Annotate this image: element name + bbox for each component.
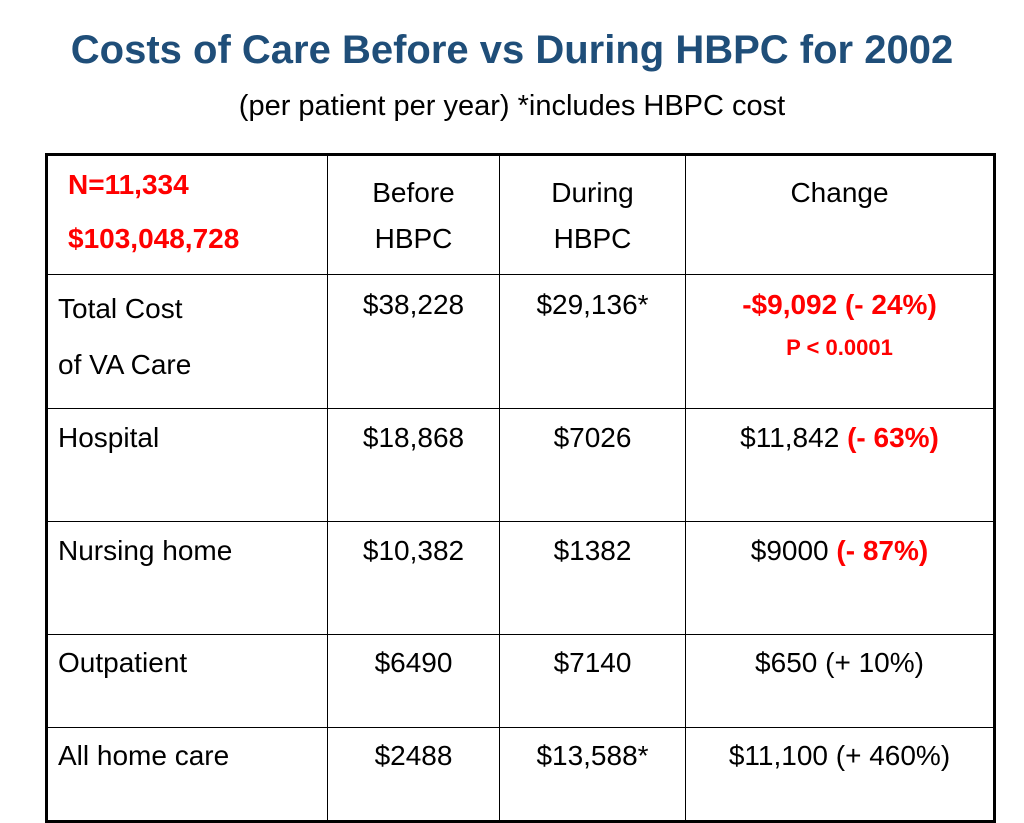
change-amount: $11,842 [740,422,840,453]
cell-before: $6490 [327,634,500,728]
cell-before: $2488 [327,727,500,822]
cell-during: $7026 [499,408,686,522]
p-value: P < 0.0001 [786,335,893,360]
row-label: Outpatient [46,634,328,728]
table-row: Total Cost of VA Care $38,228 $29,136* -… [46,274,995,409]
cell-during: $29,136* [499,274,686,409]
table-row: Hospital $18,868 $7026 $11,842 (- 63%) [46,408,995,522]
slide-title: Costs of Care Before vs During HBPC for … [70,28,954,72]
cell-change: -$9,092 (- 24%) P < 0.0001 [685,274,995,409]
cell-change: $9000 (- 87%) [685,521,995,635]
table-row: All home care $2488 $13,588* $11,100 (+ … [46,727,995,822]
table-header-row: N=11,334 $103,048,728 Before HBPC During… [46,154,995,275]
change-percent: (- 87%) [836,535,929,566]
change-amount: -$9,092 [742,289,838,320]
row-label: Total Cost of VA Care [46,274,328,409]
row-label: Nursing home [46,521,328,635]
cell-during: $7140 [499,634,686,728]
corner-cell: N=11,334 $103,048,728 [46,154,328,275]
cell-during: $13,588* [499,727,686,822]
total-cost: $103,048,728 [68,223,240,254]
header-change: Change [685,154,995,275]
cell-before: $38,228 [327,274,500,409]
cell-change: $11,842 (- 63%) [685,408,995,522]
row-label: Hospital [46,408,328,522]
cost-table: N=11,334 $103,048,728 Before HBPC During… [45,153,996,823]
cell-change: $650 (+ 10%) [685,634,995,728]
slide-subtitle: (per patient per year) *includes HBPC co… [238,90,786,122]
header-before: Before HBPC [327,154,500,275]
table-row: Outpatient $6490 $7140 $650 (+ 10%) [46,634,995,728]
change-amount: $9000 [750,535,829,566]
change-percent: (- 63%) [847,422,939,453]
header-during: During HBPC [499,154,686,275]
change-percent: (- 24%) [844,289,937,320]
cell-during: $1382 [499,521,686,635]
cell-change: $11,100 (+ 460%) [685,727,995,822]
patient-count: N=11,334 [68,169,189,200]
row-label: All home care [46,727,328,822]
cell-before: $18,868 [327,408,500,522]
cell-before: $10,382 [327,521,500,635]
table-row: Nursing home $10,382 $1382 $9000 (- 87%) [46,521,995,635]
